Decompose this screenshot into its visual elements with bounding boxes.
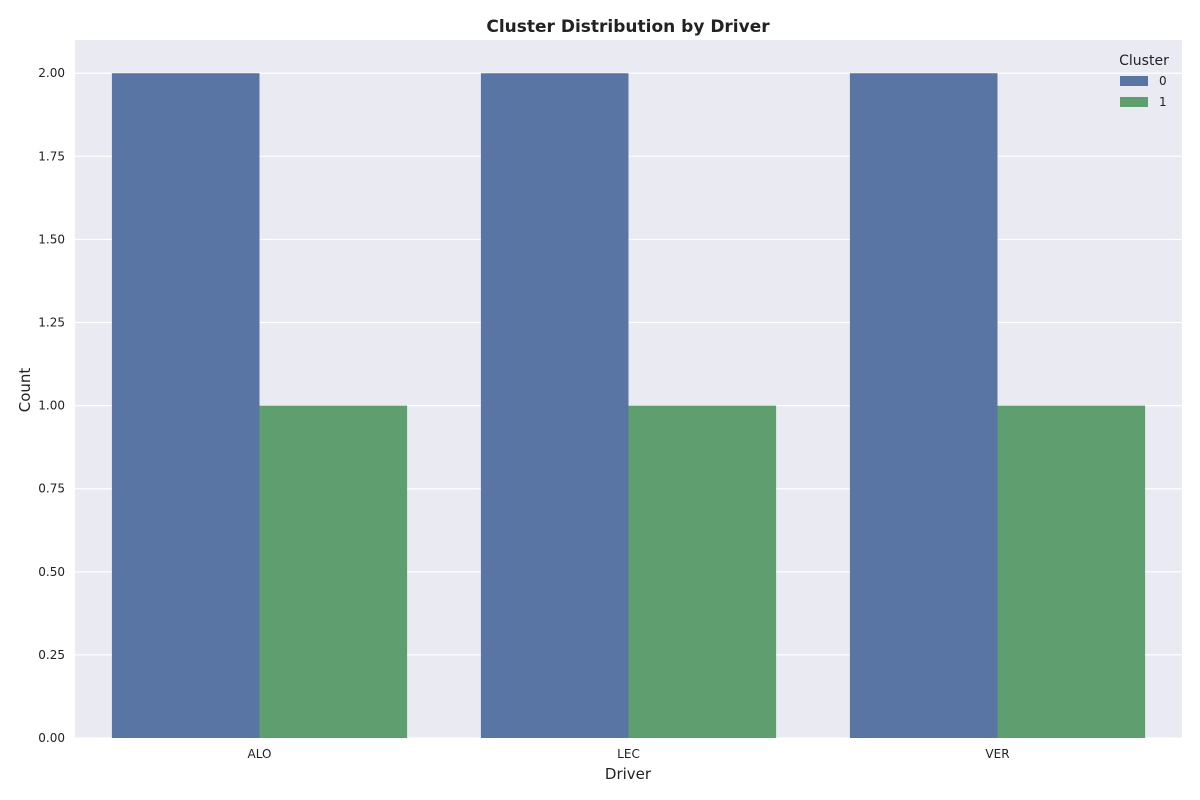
chart-title: Cluster Distribution by Driver (486, 17, 770, 37)
bar-alo-cluster-1 (259, 405, 408, 738)
y-tick-label: 1.25 (38, 316, 65, 330)
y-tick-label: 1.75 (38, 149, 65, 163)
y-tick-label: 1.00 (38, 399, 65, 413)
bar-ver-cluster-1 (997, 405, 1146, 738)
y-tick-label: 0.25 (38, 648, 65, 662)
bar-lec-cluster-1 (628, 405, 777, 738)
y-tick-label: 0.50 (38, 565, 65, 579)
bar-lec-cluster-0 (480, 73, 629, 738)
x-axis-label: Driver (605, 765, 652, 783)
bar-ver-cluster-0 (849, 73, 998, 738)
y-tick-label: 0.00 (38, 731, 65, 745)
legend-title: Cluster (1119, 53, 1169, 69)
y-tick-label: 1.50 (38, 232, 65, 246)
x-axis-ticks: ALO LEC VER (248, 747, 1010, 761)
y-tick-label: 2.00 (38, 66, 65, 80)
legend-swatch (1120, 76, 1148, 86)
y-axis-ticks: 0.00 0.25 0.50 0.75 1.00 1.25 1.50 1.75 2.00 (38, 66, 65, 745)
bar-alo-cluster-0 (111, 73, 260, 738)
legend-label: 1 (1159, 95, 1167, 109)
legend-swatch (1120, 97, 1148, 107)
x-tick-label: VER (985, 747, 1009, 761)
legend-label: 0 (1159, 74, 1167, 88)
bars (111, 73, 1146, 738)
y-axis-label: Count (16, 368, 34, 413)
x-tick-label: ALO (248, 747, 272, 761)
y-tick-label: 0.75 (38, 482, 65, 496)
x-tick-label: LEC (617, 747, 640, 761)
legend: Cluster 0 1 (1119, 53, 1169, 109)
